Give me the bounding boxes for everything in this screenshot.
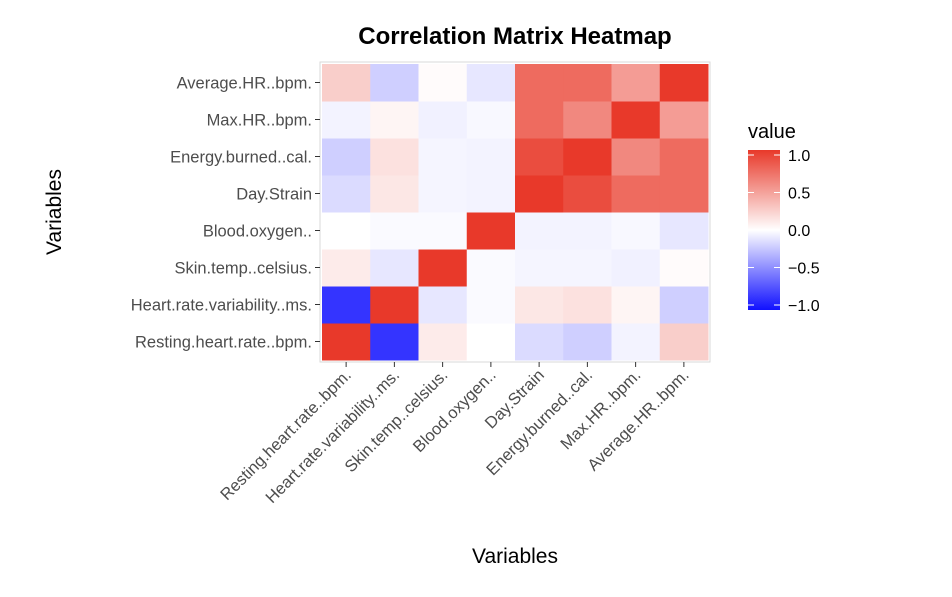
heatmap-cell: [418, 286, 468, 324]
heatmap-cell: [515, 286, 564, 324]
heatmap-cell: [418, 323, 468, 361]
heatmap-cell: [515, 64, 564, 102]
heatmap-cell: [563, 286, 612, 324]
y-axis-ticks: Resting.heart.rate..bpm. Heart.rate.varia…: [131, 75, 320, 352]
heatmap-cell: [370, 212, 419, 250]
heatmap-cell: [466, 323, 516, 361]
heatmap-cell: [659, 101, 709, 139]
legend-tick-label: 0.0: [788, 223, 810, 240]
heatmap-cell: [563, 138, 612, 176]
legend-title: value: [748, 121, 796, 143]
heatmap-cell: [515, 323, 564, 361]
heatmap-cell: [418, 249, 468, 287]
heatmap-cell: [659, 323, 709, 361]
heatmap-cell: [418, 101, 468, 139]
heatmap-cell: [370, 249, 419, 287]
y-tick-label: Resting.heart.rate..bpm.: [135, 334, 312, 352]
heatmap-cell: [370, 64, 419, 102]
heatmap-cell: [563, 64, 612, 102]
heatmap-cell: [466, 138, 516, 176]
heatmap-cell: [515, 175, 564, 213]
heatmap-cell: [370, 138, 419, 176]
heatmap-cell: [322, 323, 371, 361]
heatmap-cell: [515, 101, 564, 139]
x-axis-ticks: Resting.heart.rate..bpm.Heart.rate.varia…: [217, 362, 693, 507]
legend-ticks: 1.0 0.5 0.0 −0.5 −1.0: [748, 148, 820, 315]
heatmap-cell: [611, 212, 661, 250]
heatmap-cell: [418, 175, 468, 213]
heatmap-cell: [418, 64, 468, 102]
heatmap-cell: [659, 64, 709, 102]
y-tick-label: Day.Strain: [236, 186, 312, 204]
heatmap-cell: [466, 249, 516, 287]
color-legend: value 1.0 0.5 0.0 −0.5 −1.0: [748, 121, 820, 315]
heatmap-cell: [418, 138, 468, 176]
heatmap-cell: [659, 249, 709, 287]
legend-tick-label: 1.0: [788, 148, 810, 165]
heatmap-cell: [515, 138, 564, 176]
heatmap-cell: [418, 212, 468, 250]
heatmap-cell: [611, 64, 661, 102]
plot-panel-border: [319, 61, 711, 363]
heatmap-cell: [466, 101, 516, 139]
heatmap-cell: [659, 212, 709, 250]
chart-title: Correlation Matrix Heatmap: [358, 23, 671, 50]
heatmap-cell: [611, 286, 661, 324]
legend-tick-label: 0.5: [788, 186, 810, 203]
heatmap-cell: [322, 64, 371, 102]
y-tick-label: Heart.rate.variability..ms.: [131, 297, 312, 315]
y-axis-title: Variables: [43, 169, 66, 255]
heatmap-cell: [466, 286, 516, 324]
heatmap-cell: [370, 175, 419, 213]
heatmap-cell: [611, 323, 661, 361]
heatmap-cell: [370, 323, 419, 361]
heatmap-cell: [322, 138, 371, 176]
heatmap-cell: [515, 212, 564, 250]
heatmap-cell: [563, 212, 612, 250]
heatmap-cell: [322, 212, 371, 250]
heatmap-cell: [659, 286, 709, 324]
heatmap-cell: [659, 175, 709, 213]
heatmap-cell: [515, 249, 564, 287]
heatmap-cell: [370, 286, 419, 324]
heatmap-cell: [322, 249, 371, 287]
x-axis-title: Variables: [472, 545, 558, 568]
y-tick-label: Blood.oxygen..: [203, 223, 312, 241]
heatmap-cell: [563, 101, 612, 139]
heatmap-cell: [370, 101, 419, 139]
y-tick-label: Skin.temp..celsius.: [174, 260, 312, 278]
heatmap-cell: [563, 175, 612, 213]
heatmap-cell: [611, 175, 661, 213]
heatmap-cell: [563, 249, 612, 287]
heatmap-cell: [322, 286, 371, 324]
heatmap-cell: [563, 323, 612, 361]
x-tick-label: Blood.oxygen..: [410, 366, 500, 456]
heatmap-cells: [322, 64, 709, 361]
heatmap-cell: [466, 175, 516, 213]
heatmap-cell: [611, 138, 661, 176]
legend-tick-label: −0.5: [788, 261, 820, 278]
heatmap-cell: [466, 64, 516, 102]
heatmap-cell: [466, 212, 516, 250]
y-tick-label: Energy.burned..cal.: [170, 149, 312, 167]
heatmap-cell: [659, 138, 709, 176]
heatmap-cell: [611, 101, 661, 139]
legend-tick-label: −1.0: [788, 298, 820, 315]
y-tick-label: Max.HR..bpm.: [207, 112, 312, 130]
heatmap-cell: [322, 101, 371, 139]
heatmap-cell: [322, 175, 371, 213]
y-tick-label: Average.HR..bpm.: [177, 75, 312, 93]
heatmap-cell: [611, 249, 661, 287]
